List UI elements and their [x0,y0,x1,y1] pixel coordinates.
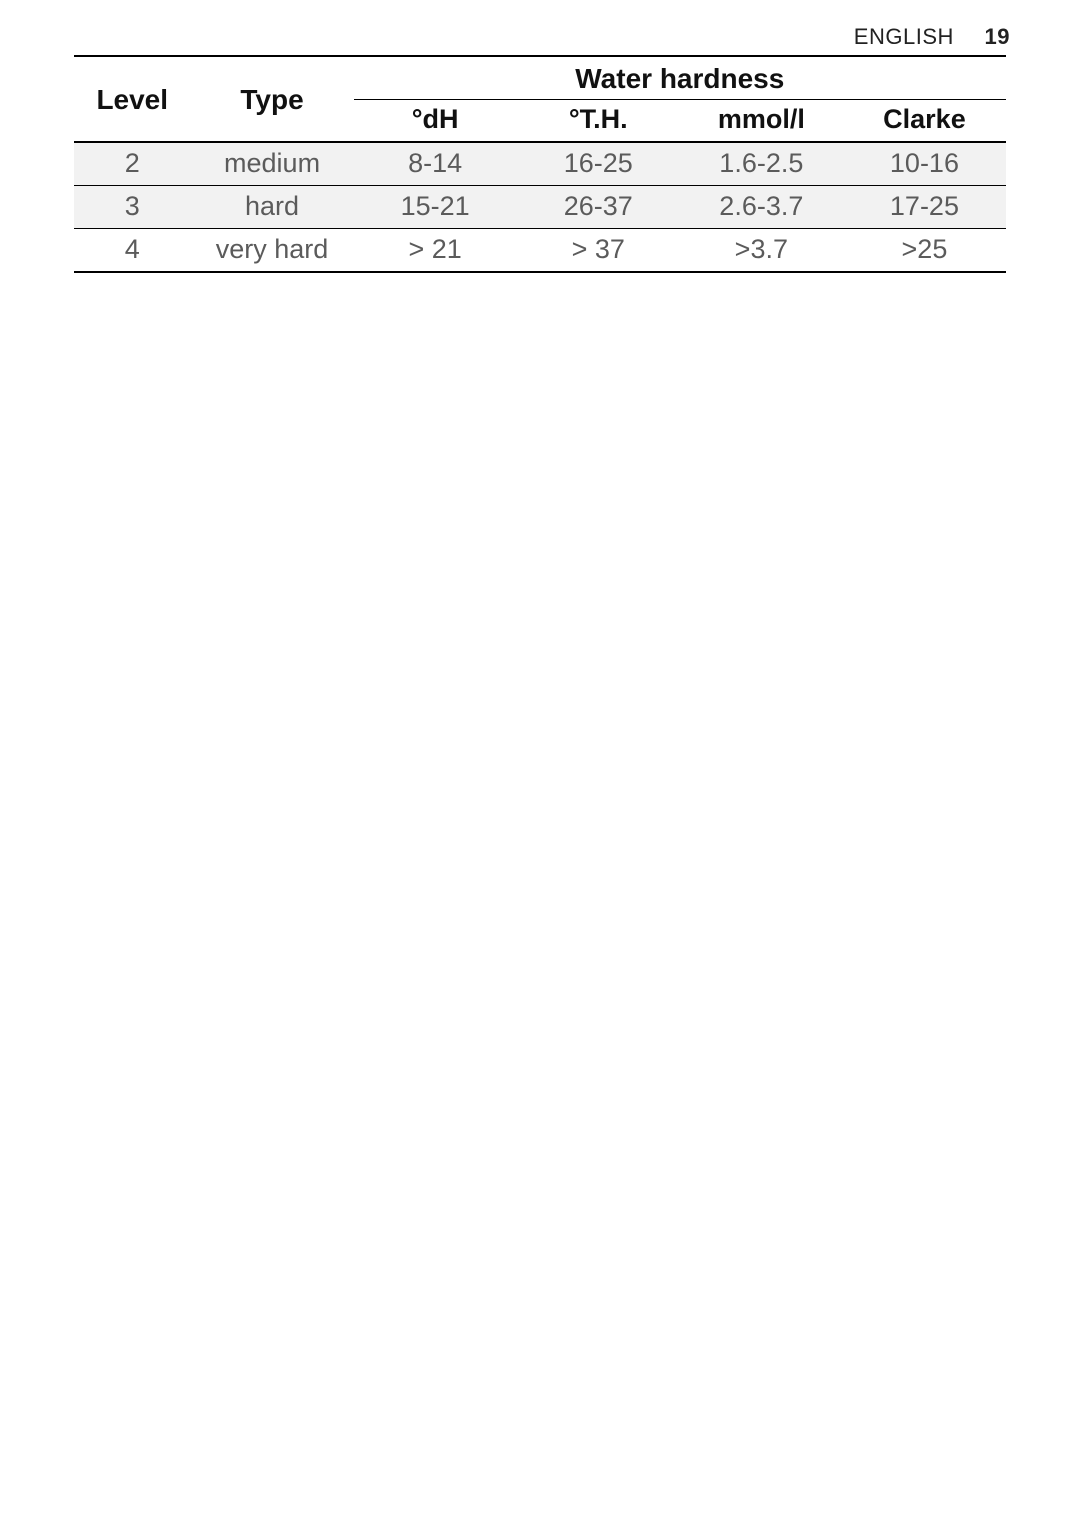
cell-dh: 8-14 [354,142,517,186]
col-header-group: Water hardness [354,56,1006,100]
header-page-number: 19 [985,24,1010,49]
water-hardness-table: Level Type Water hardness °dH °T.H. mmol… [74,55,1006,273]
cell-th: 26-37 [517,186,680,229]
col-header-type: Type [191,56,354,142]
col-header-mmol: mmol/l [680,100,843,143]
cell-dh: 15-21 [354,186,517,229]
cell-level: 4 [74,229,191,273]
cell-clarke: 10-16 [843,142,1006,186]
cell-mmol: 2.6-3.7 [680,186,843,229]
table-row: 2 medium 8-14 16-25 1.6-2.5 10-16 [74,142,1006,186]
table-body: 2 medium 8-14 16-25 1.6-2.5 10-16 3 hard… [74,142,1006,272]
cell-th: 16-25 [517,142,680,186]
col-header-level: Level [74,56,191,142]
cell-clarke: >25 [843,229,1006,273]
cell-type: medium [191,142,354,186]
page: ENGLISH 19 Level Type Water hardness °dH [0,0,1080,1529]
header-language: ENGLISH [854,24,954,49]
cell-type: very hard [191,229,354,273]
cell-type: hard [191,186,354,229]
cell-clarke: 17-25 [843,186,1006,229]
cell-level: 2 [74,142,191,186]
cell-mmol: 1.6-2.5 [680,142,843,186]
table-row: 4 very hard > 21 > 37 >3.7 >25 [74,229,1006,273]
cell-level: 3 [74,186,191,229]
col-header-clarke: Clarke [843,100,1006,143]
col-header-dh: °dH [354,100,517,143]
water-hardness-table-container: Level Type Water hardness °dH °T.H. mmol… [74,55,1006,273]
table-row: 3 hard 15-21 26-37 2.6-3.7 17-25 [74,186,1006,229]
cell-dh: > 21 [354,229,517,273]
page-header: ENGLISH 19 [854,24,1010,50]
cell-mmol: >3.7 [680,229,843,273]
col-header-th: °T.H. [517,100,680,143]
cell-th: > 37 [517,229,680,273]
